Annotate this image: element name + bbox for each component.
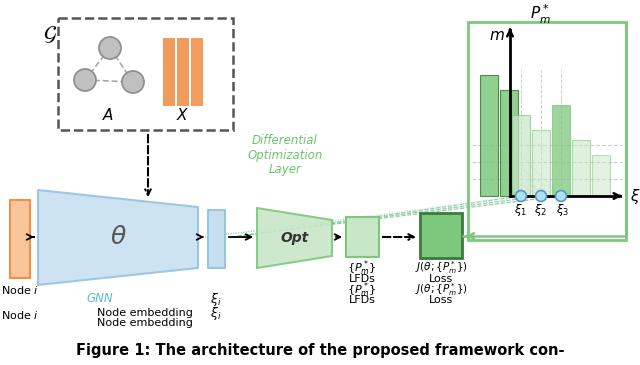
Text: Node $i$: Node $i$ (1, 284, 39, 296)
Text: $A$: $A$ (102, 107, 114, 123)
Text: Node embedding: Node embedding (97, 308, 193, 318)
Text: GNN: GNN (86, 292, 113, 304)
FancyBboxPatch shape (532, 130, 550, 196)
Text: $\xi_i$: $\xi_i$ (211, 292, 221, 308)
Circle shape (99, 37, 121, 59)
FancyBboxPatch shape (592, 155, 610, 196)
FancyBboxPatch shape (500, 90, 518, 196)
FancyBboxPatch shape (191, 38, 203, 106)
Text: Differential
Optimization
Layer: Differential Optimization Layer (247, 134, 323, 177)
Text: $\{P_m^*\}$: $\{P_m^*\}$ (348, 280, 377, 300)
Text: $\xi$: $\xi$ (630, 187, 640, 205)
Circle shape (122, 71, 144, 93)
Text: $m$: $m$ (489, 27, 505, 42)
Text: $\xi_i$: $\xi_i$ (211, 304, 221, 322)
Polygon shape (257, 208, 332, 268)
Text: $\{P_m^*\}$: $\{P_m^*\}$ (348, 258, 377, 278)
Polygon shape (38, 190, 198, 285)
FancyBboxPatch shape (208, 210, 225, 268)
Text: Loss: Loss (429, 295, 453, 305)
Text: $\mathcal{G}$: $\mathcal{G}$ (43, 25, 57, 45)
Text: $\theta$: $\theta$ (109, 225, 127, 249)
Text: Opt: Opt (281, 231, 309, 245)
Text: LFDs: LFDs (349, 274, 376, 284)
Text: $\xi_1$: $\xi_1$ (515, 202, 527, 218)
FancyBboxPatch shape (10, 200, 30, 278)
Text: LFDs: LFDs (349, 295, 376, 305)
FancyBboxPatch shape (572, 140, 590, 196)
FancyBboxPatch shape (552, 105, 570, 196)
Text: Node embedding: Node embedding (97, 318, 193, 328)
Text: Figure 1: The architecture of the proposed framework con-: Figure 1: The architecture of the propos… (76, 342, 564, 357)
Circle shape (556, 191, 566, 201)
FancyBboxPatch shape (480, 75, 498, 196)
Text: $\xi_3$: $\xi_3$ (556, 202, 570, 218)
Text: $X$: $X$ (176, 107, 189, 123)
Text: Loss: Loss (429, 274, 453, 284)
FancyBboxPatch shape (346, 217, 379, 257)
Text: $\xi_2$: $\xi_2$ (534, 202, 547, 218)
FancyBboxPatch shape (420, 213, 462, 258)
Text: $P_m^*$: $P_m^*$ (529, 3, 550, 26)
FancyBboxPatch shape (58, 18, 233, 130)
Text: $J(\theta;\{P_m^*\})$: $J(\theta;\{P_m^*\})$ (415, 282, 467, 299)
FancyBboxPatch shape (163, 38, 175, 106)
Text: Node $i$: Node $i$ (1, 309, 39, 321)
Circle shape (536, 191, 547, 201)
Text: $J(\theta;\{P_m^*\})$: $J(\theta;\{P_m^*\})$ (415, 260, 467, 276)
FancyBboxPatch shape (177, 38, 189, 106)
FancyBboxPatch shape (512, 115, 530, 196)
Circle shape (515, 191, 527, 201)
Circle shape (74, 69, 96, 91)
